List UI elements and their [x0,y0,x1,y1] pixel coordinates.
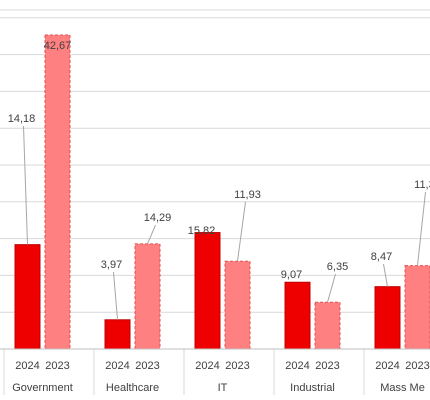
label-leader [23,125,28,245]
series-tick-label: 2024 [285,360,309,372]
series-tick-label: 2023 [45,360,69,372]
bars [14,34,430,350]
bar-industrial-2023 [314,301,341,350]
label-leader-lines [23,125,426,320]
data-label: 11,32 [414,179,430,191]
category-dividers [3,349,365,395]
series-tick-label: 2023 [135,360,159,372]
series-tick-label: 2023 [315,360,339,372]
label-leader [417,191,426,266]
category-label: Government [12,382,73,394]
data-label: 15,82 [188,225,216,237]
data-labels: 14,18 42,67 3,97 14,29 15,82 11,93 9,07 6,35 8,4… [8,40,430,281]
label-leader [327,273,336,303]
series-tick-label: 2023 [405,360,429,372]
bar-industrial-2024 [284,281,311,350]
bar-it-2023 [224,260,251,350]
category-label: Mass Me [380,382,425,394]
bar-mass-me-2024 [374,286,401,350]
data-label: 14,18 [8,113,36,125]
bar-it-2024 [194,232,221,350]
data-label: 6,35 [327,261,348,273]
label-leader [237,201,246,262]
category-label: IT [218,382,228,394]
gridlines [0,9,430,313]
series-tick-label: 2024 [15,360,39,372]
label-leader [383,263,388,287]
bar-mass-me-2023 [404,265,430,350]
bar-healthcare-2023 [134,243,161,350]
category-label: Industrial [290,382,335,394]
series-tick-label: 2023 [225,360,249,372]
bar-healthcare-2024 [104,319,131,350]
data-label: 3,97 [101,259,122,271]
series-tick-label: 2024 [105,360,129,372]
data-label: 11,93 [234,189,261,201]
x-axis: 2024 2023 Government 2024 2023 Healthcare 2024… [0,348,430,394]
bar-government-2024 [14,244,41,350]
series-tick-label: 2024 [195,360,219,372]
bar-government-2023 [44,34,71,350]
series-tick-label: 2024 [375,360,399,372]
data-label: 9,07 [281,269,302,281]
data-label: 42,67 [44,40,72,52]
label-leader [113,271,118,320]
data-label: 14,29 [144,212,172,224]
label-leader [147,224,156,245]
data-label: 8,47 [371,251,392,263]
category-label: Healthcare [106,382,159,394]
